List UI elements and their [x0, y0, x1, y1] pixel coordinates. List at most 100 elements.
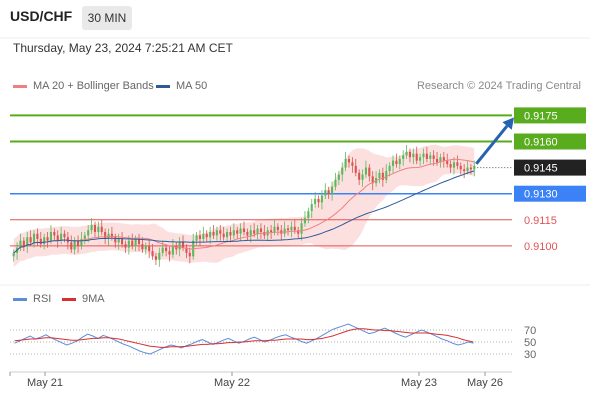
candle-body — [259, 228, 262, 232]
candle-body — [469, 167, 472, 170]
level-label-0.9100: 0.9100 — [524, 241, 558, 253]
candle-body — [76, 240, 80, 246]
candle-body — [381, 172, 384, 180]
x-tick-label: May 22 — [214, 377, 250, 389]
candle-body — [419, 157, 422, 161]
bollinger-band — [13, 144, 475, 267]
rsi-label: RSI — [33, 293, 52, 305]
candle-body — [181, 242, 185, 248]
candle-body — [371, 176, 374, 184]
candle-body — [185, 247, 188, 253]
level-tag-0.9130 — [514, 185, 586, 202]
candle-body — [22, 240, 25, 246]
candle-body — [303, 218, 307, 224]
credit-text: Research © 2024 Trading Central — [416, 80, 581, 92]
candle-body — [114, 237, 117, 243]
candle-body — [56, 235, 59, 241]
candle-body — [121, 238, 124, 245]
candle-body — [344, 158, 347, 168]
candle-body — [300, 223, 303, 234]
candle-body — [334, 179, 337, 187]
candle-body — [60, 233, 63, 241]
candle-body — [446, 160, 449, 165]
candle-body — [331, 186, 334, 194]
candle-body — [63, 233, 66, 238]
candle-body — [110, 233, 113, 238]
candle-body — [93, 225, 97, 232]
candle-body — [222, 233, 225, 238]
candle-body — [290, 226, 293, 231]
candle-body — [436, 158, 439, 163]
candle-body — [385, 171, 388, 180]
candle-body — [317, 198, 320, 203]
candle-body — [117, 238, 120, 243]
target-arrow-shaft — [475, 124, 509, 165]
level-label-0.9175: 0.9175 — [524, 110, 558, 122]
level-label-0.9130: 0.9130 — [524, 189, 558, 201]
ma20-line — [13, 158, 475, 254]
candle-body — [205, 233, 208, 238]
candle-body — [158, 252, 161, 260]
candle-body — [83, 235, 86, 239]
candle-body — [80, 238, 83, 246]
timeframe-button[interactable]: 30 MIN — [82, 6, 132, 30]
legend-ma20: MA 20 + Bollinger Bands — [13, 80, 154, 92]
candle-body — [368, 167, 371, 177]
rsi-tick-50: 50 — [524, 337, 536, 349]
candle-body — [310, 204, 313, 212]
candle-body — [361, 174, 364, 180]
candle-body — [466, 167, 469, 172]
candle-body — [425, 153, 428, 159]
candle-body — [12, 252, 15, 257]
candle-body — [402, 155, 405, 159]
level-label-0.9115: 0.9115 — [524, 215, 557, 227]
ma20-swatch — [13, 84, 27, 88]
candle-body — [188, 252, 191, 257]
candle-body — [398, 158, 401, 165]
candle-body — [209, 231, 212, 238]
candle-body — [405, 151, 408, 156]
candle-body — [473, 165, 476, 170]
candle-body — [337, 174, 340, 180]
candle-body — [87, 230, 90, 236]
candle-body — [215, 230, 218, 236]
candle-body — [378, 172, 381, 179]
candle-body — [144, 245, 147, 250]
candle-body — [412, 153, 415, 158]
candle-body — [456, 162, 459, 166]
candle-body — [293, 226, 296, 231]
candle-body — [463, 169, 466, 172]
candle-body — [324, 190, 327, 196]
candle-body — [100, 226, 103, 232]
candle-body — [347, 158, 351, 163]
candle-body — [19, 240, 22, 248]
candle-body — [39, 238, 42, 245]
ma20-label: MA 20 + Bollinger Bands — [33, 80, 154, 92]
candle-body — [219, 230, 222, 234]
candle-body — [432, 155, 435, 159]
candle-body — [270, 230, 273, 232]
candle-body — [327, 190, 330, 194]
ma9-label: 9MA — [82, 293, 105, 305]
legend-9ma: 9MA — [62, 293, 105, 305]
candle-body — [29, 237, 32, 243]
candle-body — [249, 230, 252, 236]
candle-body — [90, 225, 93, 231]
candle-body — [364, 167, 367, 175]
candle-body — [232, 230, 235, 236]
candle-body — [354, 165, 357, 173]
candle-body — [46, 237, 49, 241]
rsi-ma-line — [14, 328, 474, 348]
candle-body — [391, 160, 395, 166]
candle-body — [148, 245, 151, 252]
candle-body — [276, 226, 279, 231]
candle-body — [229, 231, 232, 236]
ma50-label: MA 50 — [176, 80, 208, 92]
candle-body — [127, 240, 130, 248]
candle-body — [137, 238, 141, 245]
rsi-tick-70: 70 — [524, 325, 536, 337]
candle-body — [178, 242, 181, 250]
candle-body — [32, 233, 36, 243]
candle-body — [442, 157, 445, 161]
